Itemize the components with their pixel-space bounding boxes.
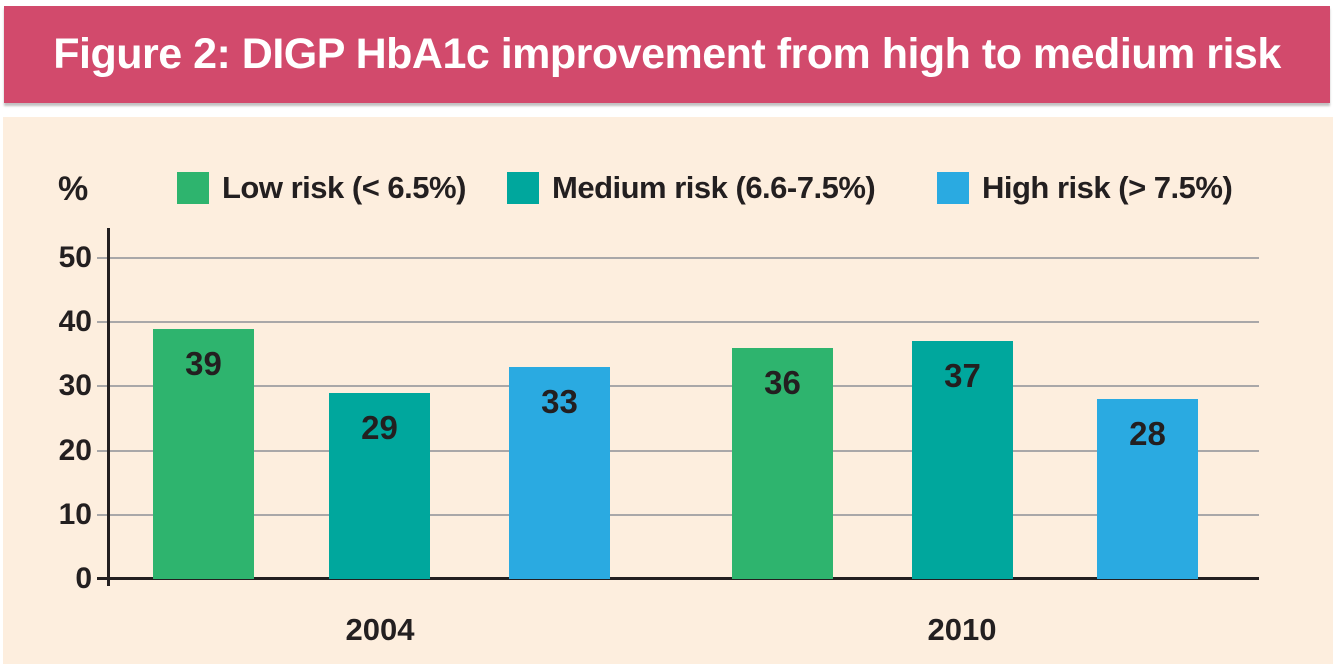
bar-high-risk-2004: 33: [509, 367, 610, 579]
legend-swatch-high-risk: [937, 172, 969, 204]
legend-label-high-risk: High risk (> 7.5%): [982, 170, 1233, 205]
bar-value-label: 29: [361, 408, 398, 446]
y-tick-label-40: 40: [58, 305, 92, 339]
bar-low-risk-2010: 36: [732, 347, 833, 579]
bar-value-label: 33: [541, 383, 578, 421]
x-category-label-2010: 2010: [927, 612, 997, 647]
bar-medium-risk-2004: 29: [329, 392, 430, 579]
gridline-50: [97, 257, 1259, 259]
legend-label-low-risk: Low risk (< 6.5%): [222, 170, 466, 205]
figure-title: Figure 2: DIGP HbA1c improvement from hi…: [53, 30, 1281, 78]
legend-item-medium-risk: Medium risk (6.6-7.5%): [507, 170, 876, 205]
bar-low-risk-2004: 39: [153, 328, 254, 579]
legend-item-high-risk: High risk (> 7.5%): [937, 170, 1233, 205]
legend-label-medium-risk: Medium risk (6.6-7.5%): [552, 170, 876, 205]
gridline-20: [97, 449, 1259, 452]
legend-swatch-medium-risk: [507, 172, 539, 204]
y-tick-label-10: 10: [58, 497, 92, 531]
y-tick-label-0: 0: [75, 562, 92, 595]
y-tick-label-50: 50: [58, 241, 92, 274]
x-axis-line: [97, 577, 1259, 580]
figure-header-banner: Figure 2: DIGP HbA1c improvement from hi…: [4, 6, 1330, 103]
y-axis-unit-label: %: [58, 170, 89, 208]
bar-value-label: 37: [944, 357, 981, 395]
y-axis-line: [107, 228, 110, 586]
bar-value-label: 36: [764, 363, 801, 401]
bar-medium-risk-2010: 37: [912, 341, 1013, 579]
legend-swatch-low-risk: [177, 172, 209, 204]
gridline-40: [97, 321, 1259, 324]
x-category-label-2004: 2004: [345, 612, 415, 647]
bar-value-label: 28: [1129, 415, 1166, 453]
bar-high-risk-2010: 28: [1097, 399, 1198, 579]
y-tick-label-20: 20: [58, 433, 92, 467]
gridline-10: [97, 513, 1259, 516]
bar-value-label: 39: [185, 344, 222, 382]
gridline-30: [97, 385, 1259, 388]
chart-area: % Low risk (< 6.5%) Medium risk (6.6-7.5…: [3, 117, 1333, 664]
y-tick-label-30: 30: [58, 369, 92, 403]
legend-item-low-risk: Low risk (< 6.5%): [177, 170, 466, 205]
